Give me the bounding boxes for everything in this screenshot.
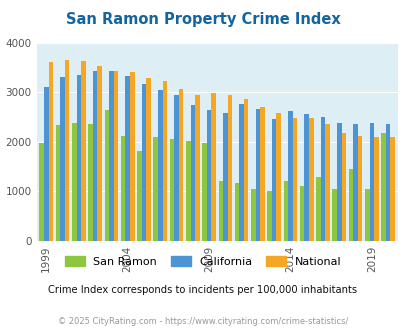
Bar (169, 139, 174, 241)
Bar (266, 191, 271, 241)
Bar (39, 143, 44, 241)
Bar (174, 95, 178, 241)
Bar (137, 151, 141, 241)
Bar (364, 189, 369, 241)
Bar (283, 181, 288, 241)
Text: Crime Index corresponds to incidents per 100,000 inhabitants: Crime Index corresponds to incidents per… (48, 285, 357, 295)
Bar (93, 71, 97, 241)
Bar (385, 124, 390, 241)
Bar (72, 122, 77, 241)
Bar (121, 136, 125, 241)
Bar (271, 118, 276, 241)
Bar (320, 116, 324, 241)
Bar (276, 113, 280, 241)
Bar (222, 113, 227, 241)
Bar (292, 117, 296, 241)
Bar (336, 123, 341, 241)
Bar (194, 95, 199, 241)
Bar (49, 62, 53, 241)
Bar (324, 124, 329, 241)
Bar (60, 77, 65, 241)
Bar (227, 95, 232, 241)
Bar (146, 78, 150, 241)
Bar (255, 109, 260, 241)
Bar (77, 75, 81, 241)
Bar (202, 143, 206, 241)
Bar (81, 61, 85, 241)
Legend: San Ramon, California, National: San Ramon, California, National (60, 251, 345, 271)
Bar (206, 110, 211, 241)
Bar (332, 189, 336, 241)
Bar (162, 81, 167, 241)
Bar (113, 71, 118, 241)
Bar (308, 117, 313, 241)
Bar (357, 136, 362, 241)
Bar (65, 60, 69, 241)
Bar (243, 99, 248, 241)
Text: © 2025 CityRating.com - https://www.cityrating.com/crime-statistics/: © 2025 CityRating.com - https://www.city… (58, 317, 347, 326)
Bar (55, 125, 60, 241)
Bar (373, 137, 378, 241)
Bar (299, 186, 304, 241)
Bar (304, 114, 308, 241)
Bar (190, 105, 194, 241)
Bar (178, 89, 183, 241)
Bar (153, 137, 158, 241)
Bar (352, 124, 357, 241)
Bar (130, 72, 134, 241)
Bar (109, 71, 113, 241)
Bar (288, 111, 292, 241)
Bar (234, 183, 239, 241)
Bar (104, 110, 109, 241)
Bar (250, 189, 255, 241)
Bar (88, 124, 93, 241)
Bar (390, 137, 394, 241)
Bar (97, 66, 102, 241)
Bar (380, 133, 385, 241)
Bar (218, 182, 222, 241)
Bar (239, 104, 243, 241)
Bar (260, 107, 264, 241)
Bar (341, 133, 345, 241)
Text: San Ramon Property Crime Index: San Ramon Property Crime Index (66, 12, 339, 26)
Bar (315, 177, 320, 241)
Bar (44, 87, 49, 241)
Bar (348, 169, 352, 241)
Bar (141, 84, 146, 241)
Bar (125, 76, 130, 241)
Bar (185, 141, 190, 241)
Bar (369, 122, 373, 241)
Bar (211, 93, 215, 241)
Bar (158, 90, 162, 241)
